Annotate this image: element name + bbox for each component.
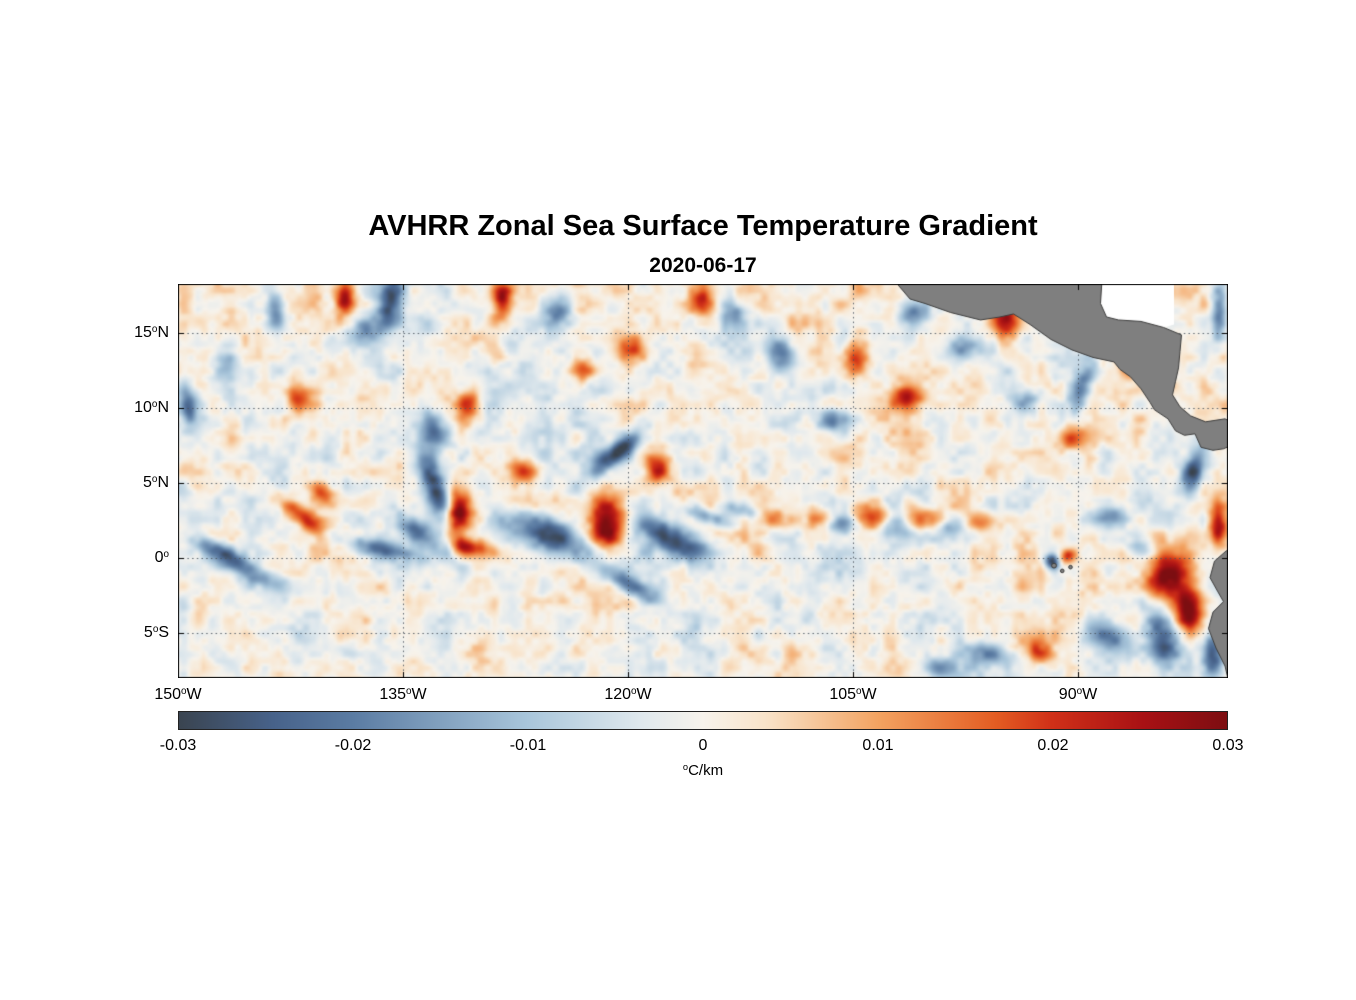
lon-tick-label: 120oW <box>604 686 652 703</box>
chart-title: AVHRR Zonal Sea Surface Temperature Grad… <box>368 210 1038 242</box>
colorbar-units-label: oC/km <box>178 762 1228 779</box>
lat-tick-label: 5oS <box>143 624 169 642</box>
colorbar-tick-label: 0 <box>698 737 708 754</box>
degree-symbol: o <box>682 762 689 773</box>
colorbar-tick-label: 0.01 <box>862 737 894 754</box>
colorbar-tick-label: -0.03 <box>159 737 197 754</box>
lat-tick-label: 10oN <box>134 399 169 417</box>
colorbar-tick-label: 0.03 <box>1212 737 1244 754</box>
lon-tick-label: 105oW <box>829 686 877 703</box>
heatmap-canvas <box>178 284 1228 678</box>
lat-tick-label: 15oN <box>134 324 169 342</box>
colorbar-tick-label: -0.01 <box>509 737 547 754</box>
units-text: C/km <box>688 762 724 779</box>
lon-tick-label: 135oW <box>379 686 427 703</box>
lat-tick-label: 0o <box>154 549 169 567</box>
colorbar-tick-label: -0.02 <box>334 737 372 754</box>
lat-tick-label: 5oN <box>143 474 169 492</box>
chart-date-subtitle: 2020-06-17 <box>649 254 757 277</box>
colorbar-tick-label: 0.02 <box>1037 737 1069 754</box>
map-axes <box>178 284 1228 678</box>
colorbar <box>178 711 1228 730</box>
lon-tick-label: 150oW <box>154 686 202 703</box>
lon-tick-label: 90oW <box>1058 686 1098 703</box>
